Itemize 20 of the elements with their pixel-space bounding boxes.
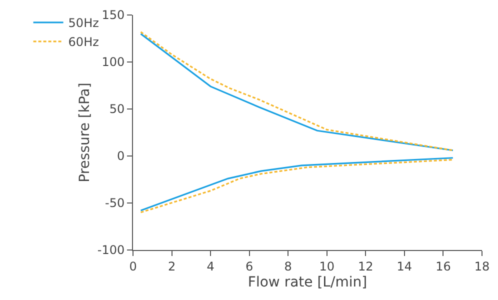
x-tick-label: 2 bbox=[168, 259, 176, 274]
x-axis-title: Flow rate [L/min] bbox=[248, 274, 368, 291]
x-tick-label: 4 bbox=[206, 259, 214, 274]
y-tick-label: 100 bbox=[102, 55, 125, 70]
x-tick-label: 18 bbox=[474, 259, 490, 274]
x-tick-label: 16 bbox=[436, 259, 451, 274]
x-tick-label: 0 bbox=[129, 259, 137, 274]
x-tick-label: 12 bbox=[358, 259, 374, 274]
y-tick-label: 50 bbox=[109, 102, 125, 116]
y-tick-label: 150 bbox=[102, 8, 125, 22]
legend-label: 50Hz bbox=[68, 16, 99, 30]
x-tick-label: 14 bbox=[396, 259, 412, 274]
legend-label: 60Hz bbox=[68, 35, 99, 50]
y-tick-label: -50 bbox=[104, 196, 125, 210]
x-tick-label: 10 bbox=[319, 259, 335, 274]
x-tick-label: 8 bbox=[284, 259, 292, 274]
x-tick-label: 6 bbox=[246, 259, 254, 274]
y-tick-label: 0 bbox=[116, 149, 125, 164]
y-tick-label: -100 bbox=[97, 243, 125, 258]
y-axis-title: Pressure [kPa] bbox=[76, 82, 93, 182]
